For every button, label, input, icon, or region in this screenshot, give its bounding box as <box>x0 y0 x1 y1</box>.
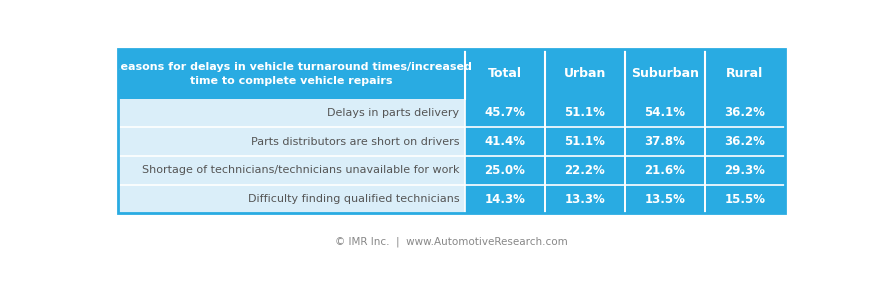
Text: 22.2%: 22.2% <box>565 164 605 177</box>
Text: Shortage of technicians/technicians unavailable for work: Shortage of technicians/technicians unav… <box>142 165 459 175</box>
Text: Urban: Urban <box>564 68 606 80</box>
Text: Difficulty finding qualified technicians: Difficulty finding qualified technicians <box>248 194 459 204</box>
Text: Suburban: Suburban <box>631 68 699 80</box>
Text: 21.6%: 21.6% <box>644 164 685 177</box>
Text: 54.1%: 54.1% <box>644 106 685 120</box>
Text: Rural: Rural <box>726 68 763 80</box>
Text: 51.1%: 51.1% <box>565 106 605 120</box>
Text: 13.5%: 13.5% <box>644 193 685 206</box>
Text: 41.4%: 41.4% <box>485 135 525 148</box>
Text: 13.3%: 13.3% <box>565 193 605 206</box>
Text: Delays in parts delivery: Delays in parts delivery <box>327 108 459 118</box>
Text: 51.1%: 51.1% <box>565 135 605 148</box>
Text: Total: Total <box>488 68 522 80</box>
Text: 15.5%: 15.5% <box>724 193 766 206</box>
Text: 29.3%: 29.3% <box>724 164 766 177</box>
Text: Parts distributors are short on drivers: Parts distributors are short on drivers <box>251 137 459 147</box>
Text: 45.7%: 45.7% <box>485 106 525 120</box>
Text: 14.3%: 14.3% <box>485 193 525 206</box>
Text: 37.8%: 37.8% <box>644 135 685 148</box>
Text: Reasons for delays in vehicle turnaround times/increased
time to complete vehicl: Reasons for delays in vehicle turnaround… <box>112 62 471 85</box>
Text: 36.2%: 36.2% <box>724 135 766 148</box>
Text: 25.0%: 25.0% <box>485 164 525 177</box>
Text: 36.2%: 36.2% <box>724 106 766 120</box>
Text: © IMR Inc.  |  www.AutomotiveResearch.com: © IMR Inc. | www.AutomotiveResearch.com <box>335 237 568 247</box>
